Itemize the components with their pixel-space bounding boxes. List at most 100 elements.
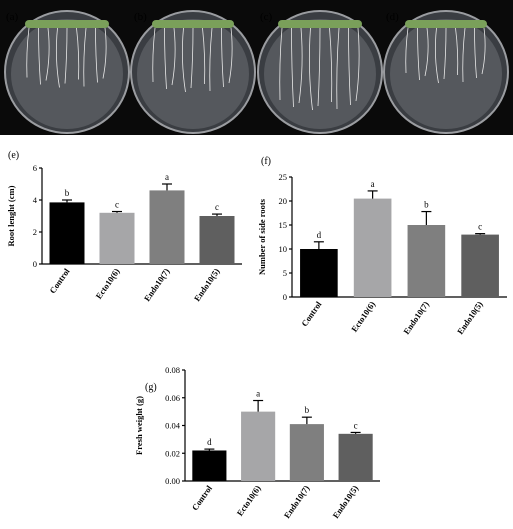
bar (99, 212, 135, 264)
root-line (455, 27, 459, 76)
category-label: Endo10(5) (192, 266, 222, 303)
bar (461, 234, 499, 297)
root-line (291, 27, 294, 108)
root-lines (26, 27, 486, 111)
photo-label-c: (c) (260, 11, 273, 23)
root-line (279, 27, 283, 101)
root-line (152, 27, 156, 83)
chart-root-length: (e) 0 2 4 6 Root lenght (cm) b Control c Ecto10(6… (6, 150, 242, 303)
root-line (181, 27, 186, 93)
bar (407, 225, 446, 297)
root-line (45, 27, 50, 81)
root-line (26, 27, 30, 78)
significance-letter: d (207, 437, 212, 447)
significance-letter: c (215, 202, 219, 212)
y-tick-label: 0 (283, 292, 287, 302)
root-line (329, 27, 333, 103)
photo-label-a: (a) (6, 11, 19, 23)
category-label: Control (190, 483, 215, 512)
bar (338, 433, 373, 481)
root-line (405, 27, 409, 74)
y-tick-label: 6 (33, 163, 37, 173)
root-line (474, 27, 477, 79)
significance-letter: d (317, 230, 322, 240)
bar (241, 411, 276, 481)
bar (49, 202, 85, 264)
photo-label-b: (b) (134, 11, 147, 23)
category-label: Ecto10(6) (93, 266, 121, 300)
category-label: Control (47, 266, 72, 295)
root-line (171, 27, 176, 86)
root-line (95, 27, 98, 83)
root-line (417, 27, 420, 81)
bar (289, 424, 324, 481)
significance-letter: b (305, 405, 310, 415)
root-line (443, 27, 447, 80)
root-line (462, 27, 466, 83)
root-line (38, 27, 41, 85)
root-line (336, 27, 340, 110)
root-line (434, 27, 439, 84)
significance-letter: c (354, 420, 358, 430)
y-tick-label: 0.06 (165, 393, 180, 403)
root-line (298, 27, 303, 104)
chart-fresh-weight: (g) 0.00 0.02 0.04 0.06 0.08 Fresh weight (g) d… (134, 365, 380, 520)
y-tick-label: 5 (283, 268, 287, 278)
significance-letter: b (424, 200, 429, 210)
y-tick-label: 10 (279, 244, 288, 254)
root-line (64, 27, 68, 84)
significance-letter: a (256, 389, 260, 399)
panel-label: (e) (8, 150, 19, 161)
photo-label-d: (d) (386, 11, 399, 23)
y-tick-label: 0.04 (165, 421, 181, 431)
root-line (481, 27, 486, 75)
category-label: Endo10(7) (401, 299, 431, 336)
bar (300, 249, 338, 297)
root-line (424, 27, 429, 77)
y-tick-label: 20 (279, 196, 288, 206)
root-line (202, 27, 206, 85)
root-line (83, 27, 87, 87)
y-axis-title: Root lenght (cm) (6, 185, 16, 246)
root-line (209, 27, 213, 92)
y-tick-label: 25 (279, 172, 288, 182)
category-label: Endo10(5) (455, 299, 485, 336)
category-label: Endo10(7) (282, 483, 312, 520)
y-tick-label: 2 (33, 227, 37, 237)
significance-letter: a (371, 179, 375, 189)
root-line (164, 27, 167, 90)
y-tick-label: 0 (33, 259, 37, 269)
category-label: Ecto10(6) (349, 299, 377, 333)
bar (149, 190, 185, 264)
root-line (355, 27, 360, 102)
root-line (228, 27, 233, 84)
significance-letter: a (165, 172, 169, 182)
y-axis-title: Number of side roots (257, 198, 267, 275)
bar (353, 198, 392, 297)
significance-letter: b (65, 188, 70, 198)
petri-dish-c (257, 10, 383, 134)
category-label: Ecto10(6) (235, 483, 263, 517)
y-axis-title: Fresh weight (g) (134, 396, 144, 455)
category-label: Control (299, 299, 324, 328)
significance-letter: c (115, 200, 119, 210)
panel-label: (g) (145, 382, 157, 393)
y-tick-label: 15 (279, 220, 288, 230)
root-line (76, 27, 80, 80)
panel-label: (f) (261, 156, 271, 167)
y-tick-label: 0.00 (165, 476, 180, 486)
category-label: Endo10(7) (142, 266, 172, 303)
root-line (55, 27, 60, 88)
root-line (317, 27, 321, 107)
bar (192, 450, 227, 481)
bar (199, 216, 235, 264)
significance-letter: c (478, 222, 482, 232)
root-line (190, 27, 194, 89)
y-tick-label: 0.08 (165, 365, 180, 375)
petri-dish-photos: (a) (b) (c) (d) (0, 0, 513, 135)
chart-side-roots: (f) 0 5 10 15 20 25 Number of side roots d Contro… (257, 156, 507, 336)
y-tick-label: 0.02 (165, 448, 180, 458)
root-line (308, 27, 313, 111)
root-line (348, 27, 351, 106)
root-line (221, 27, 224, 88)
